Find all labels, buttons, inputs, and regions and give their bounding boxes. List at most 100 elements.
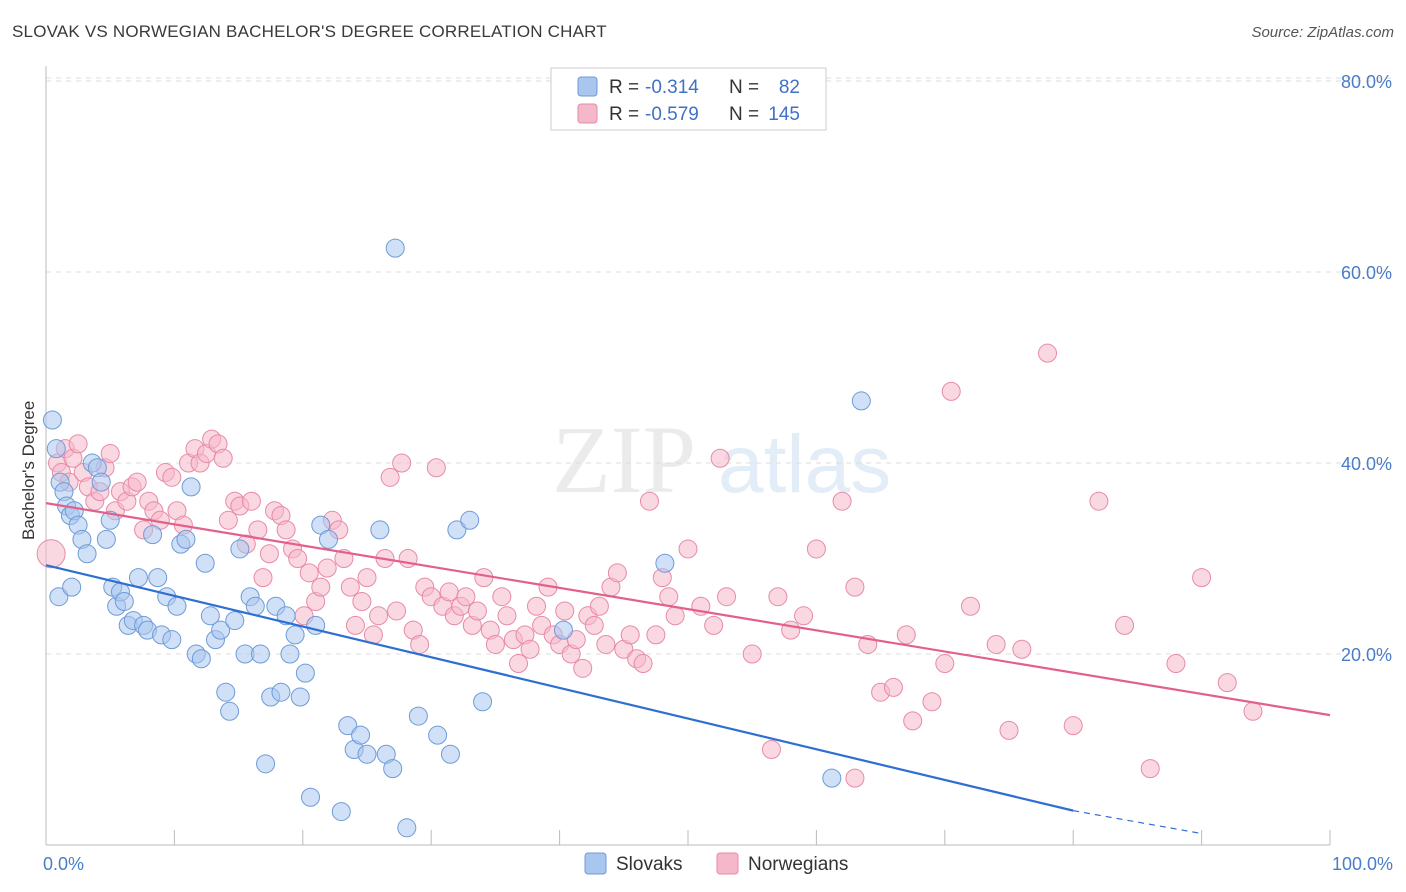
norwegian-point-124: [896, 625, 916, 645]
legend-n-label: N =: [729, 104, 759, 125]
norwegian-point-105: [639, 491, 659, 511]
norwegian-point-102: [620, 625, 640, 645]
norwegian-point-136: [1166, 654, 1186, 674]
gridlines: [46, 77, 1392, 655]
x-tick-label-end: 100.0%: [1332, 854, 1393, 874]
slovak-point-59: [318, 529, 338, 549]
slovak-point-50: [271, 682, 291, 702]
slovak-point-81: [62, 577, 82, 597]
norwegian-point-96: [584, 615, 604, 635]
slovak-point-25: [148, 568, 168, 588]
slovak-point-41: [225, 611, 245, 631]
norwegian-point-131: [1038, 343, 1058, 363]
legend-swatch-norwegians: [577, 103, 598, 124]
norwegian-point-39: [253, 568, 273, 588]
norwegian-point-120: [845, 577, 865, 597]
norwegian-point-116: [781, 620, 801, 640]
norwegian-point-109: [665, 606, 685, 626]
norwegian-point-37: [241, 491, 261, 511]
slovak-point-9: [77, 544, 97, 564]
norwegian-point-33: [218, 510, 238, 530]
norwegian-point-79: [485, 634, 505, 654]
slovak-point-13: [96, 529, 116, 549]
watermark-atlas: atlas: [718, 419, 891, 510]
norwegian-point-130: [1012, 639, 1032, 659]
norwegian-point-66: [410, 634, 430, 654]
norwegian-point-119: [832, 491, 852, 511]
x-tick-label-start: 0.0%: [43, 854, 84, 874]
series-norwegians: [36, 343, 1263, 788]
norwegian-point-129: [999, 720, 1019, 740]
axes: [45, 66, 1331, 846]
slovak-point-78: [822, 768, 842, 788]
norwegian-point-118: [806, 539, 826, 559]
legend-n-value-norwegians: 145: [768, 104, 800, 125]
slovak-point-31: [176, 529, 196, 549]
norwegian-point-83: [509, 654, 529, 674]
legend-n-label: N =: [729, 77, 759, 98]
slovak-point-80: [49, 587, 69, 607]
norwegian-point-74: [456, 587, 476, 607]
bottom-legend-swatch-slovaks: [584, 852, 607, 875]
norwegian-point-81: [497, 606, 517, 626]
slovak-point-42: [230, 539, 250, 559]
norwegian-point-50: [317, 558, 337, 578]
norwegian-point-86: [526, 596, 546, 616]
slovak-point-54: [290, 687, 310, 707]
y-tick-label-0: 20.0%: [1341, 645, 1392, 665]
norwegian-point-85: [520, 639, 540, 659]
series-slovaks: [42, 238, 871, 838]
norwegian-point-126: [935, 654, 955, 674]
slovak-point-29: [167, 596, 187, 616]
slovak-point-12: [91, 472, 111, 492]
norwegian-point-47: [299, 563, 319, 583]
slovak-point-56: [301, 787, 321, 807]
slovak-point-77: [655, 553, 675, 573]
y-tick-label-3: 80.0%: [1341, 72, 1392, 92]
legend-bottom: Slovaks Norwegians: [584, 852, 848, 875]
slovak-point-75: [397, 818, 417, 838]
norwegian-point-134: [1115, 615, 1135, 635]
slovak-point-34: [191, 649, 211, 669]
norwegian-point-115: [768, 587, 788, 607]
norwegian-point-132: [1063, 716, 1083, 736]
norwegian-point-56: [352, 591, 372, 611]
norwegian-point-113: [717, 587, 737, 607]
norwegian-point-142: [845, 768, 865, 788]
slovak-point-60: [331, 802, 351, 822]
bottom-legend-swatch-norwegians: [716, 852, 739, 875]
slovak-point-65: [370, 520, 390, 540]
slovak-point-45: [245, 596, 265, 616]
norwegian-point-57: [357, 568, 377, 588]
slovak-point-24: [143, 525, 163, 545]
legend-n-value-slovaks: 82: [779, 77, 800, 98]
norwegian-point-54: [340, 577, 360, 597]
norwegian-point-108: [659, 587, 679, 607]
norwegian-point-77: [474, 568, 494, 588]
slovak-point-36: [200, 606, 220, 626]
slovak-point-18: [114, 591, 134, 611]
norwegian-point-137: [1192, 568, 1212, 588]
slovak-point-55: [295, 663, 315, 683]
norwegian-point-104: [633, 654, 653, 674]
slovak-point-51: [276, 606, 296, 626]
trend-line-norwegians: [45, 502, 1331, 717]
slovak-point-47: [256, 754, 276, 774]
slovak-point-72: [460, 510, 480, 530]
norwegian-point-114: [742, 644, 762, 664]
slovak-point-1: [46, 439, 66, 459]
slovak-point-35: [195, 553, 215, 573]
norwegian-point-49: [311, 577, 331, 597]
slovak-point-74: [385, 238, 405, 258]
y-tick-label-1: 40.0%: [1341, 454, 1392, 474]
norwegian-point-93: [566, 630, 586, 650]
norwegian-point-71: [439, 582, 459, 602]
norwegian-point-6: [68, 434, 88, 454]
norwegian-point-123: [883, 677, 903, 697]
legend-r-label: R =: [609, 77, 639, 98]
norwegian-point-98: [596, 634, 616, 654]
slovak-point-61: [338, 716, 358, 736]
norwegian-point-141: [903, 711, 923, 731]
norwegian-point-143: [761, 740, 781, 759]
slovak-point-63: [351, 725, 371, 745]
